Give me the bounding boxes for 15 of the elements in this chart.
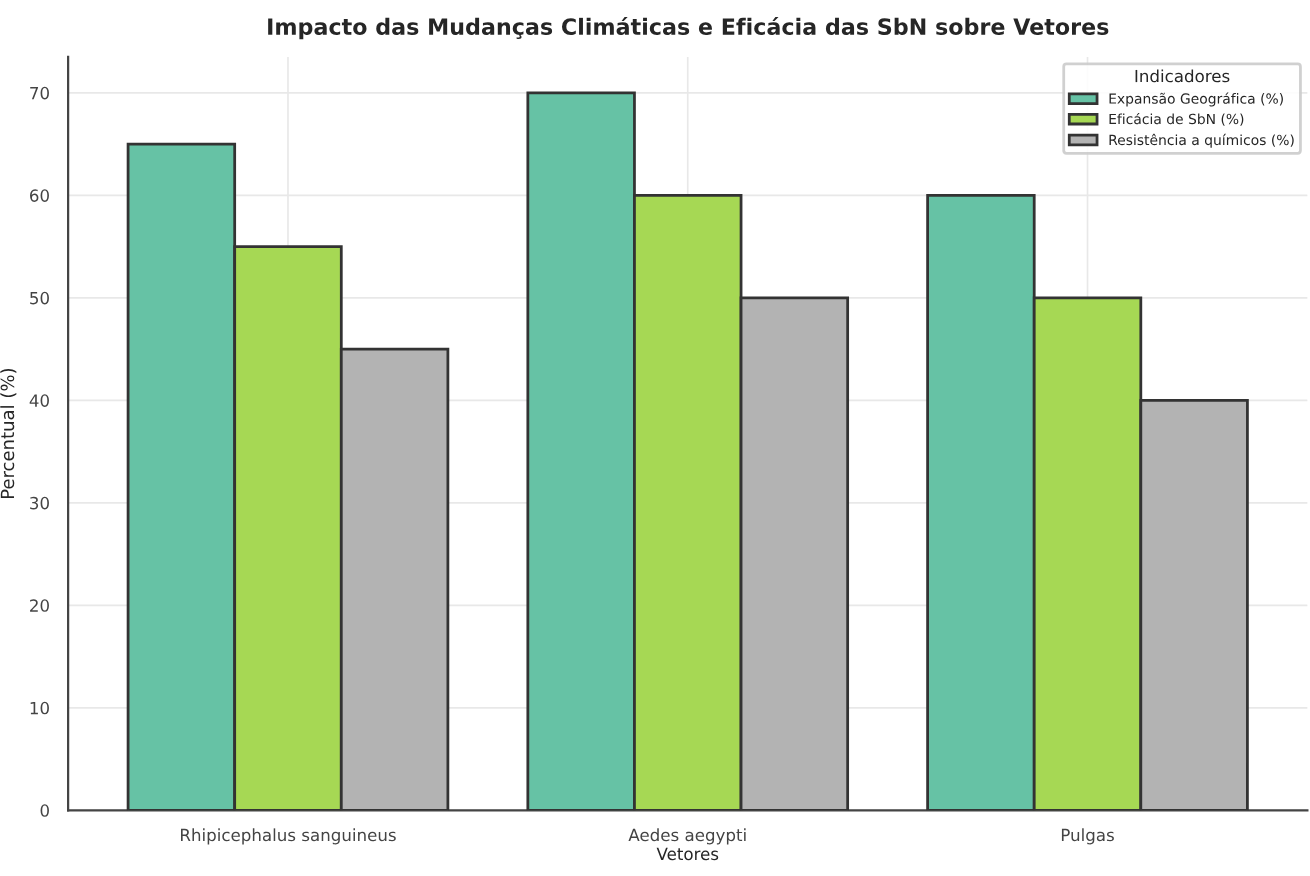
y-tick-label: 70: [30, 86, 49, 100]
chart-title: Impacto das Mudanças Climáticas e Eficácia das SbN sobre Vetores: [268, 16, 1109, 40]
x-tick-label: Rhipicephalus sanguineus: [181, 828, 396, 845]
y-tick-label: 30: [30, 496, 49, 510]
y-tick-label: 50: [30, 291, 49, 305]
y-tick-label: 0: [40, 804, 49, 817]
y-tick-label: 60: [30, 189, 49, 202]
legend-title: Indicadores: [1135, 69, 1230, 83]
y-tick-label: 10: [30, 701, 49, 715]
x-tick-label: Aedes aegypti: [628, 828, 746, 845]
y-axis-title: Percentual (%): [0, 368, 17, 499]
y-tick-label: 20: [30, 599, 49, 612]
y-tick-label: 40: [29, 394, 49, 407]
x-axis-title: Vetores: [656, 847, 719, 861]
x-tick-label: Pulgas: [1061, 828, 1114, 845]
